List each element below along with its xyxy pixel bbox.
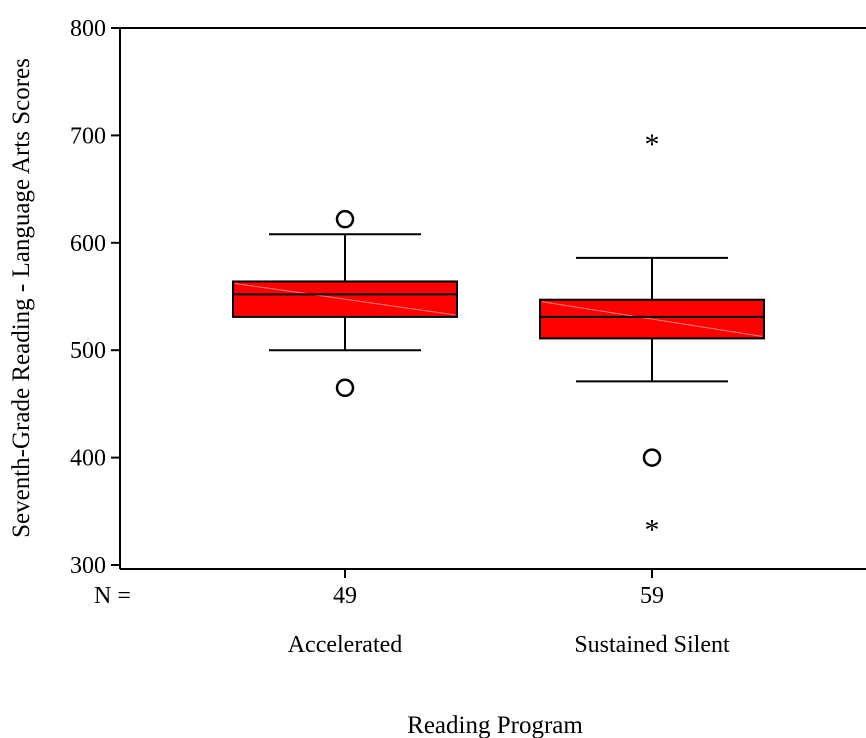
plot-area [119, 27, 866, 570]
box-shading-line [234, 282, 456, 316]
group-n-label: 49 [333, 583, 357, 609]
y-axis-ticks: 300 400 500 600 700 800 [70, 16, 120, 579]
box-series: ** [232, 128, 765, 546]
y-tick-label: 600 [70, 231, 106, 257]
box-group-sustained-silent: ** [539, 128, 765, 546]
y-axis-title: Seventh-Grade Reading - Language Arts Sc… [8, 58, 35, 538]
box-shading-line [541, 301, 763, 337]
y-tick-label: 500 [70, 338, 106, 364]
extreme-marker: * [645, 128, 660, 161]
outlier-marker [335, 378, 355, 398]
category-label: Sustained Silent [574, 632, 730, 658]
y-tick-label: 800 [70, 16, 106, 42]
y-tick-label: 700 [70, 123, 106, 149]
y-tick-label: 400 [70, 446, 106, 472]
group-n-label: 59 [640, 583, 664, 609]
box-group-accelerated [232, 209, 458, 398]
y-tick-label: 300 [70, 553, 106, 579]
n-label: N = [94, 583, 131, 609]
outlier-marker [642, 448, 662, 467]
x-axis-title: Reading Program [407, 712, 583, 738]
outlier-marker [335, 209, 355, 229]
x-axis-labels: 49 Accelerated 59 Sustained Silent [288, 569, 730, 658]
category-label: Accelerated [288, 632, 403, 658]
extreme-marker: * [645, 513, 660, 546]
